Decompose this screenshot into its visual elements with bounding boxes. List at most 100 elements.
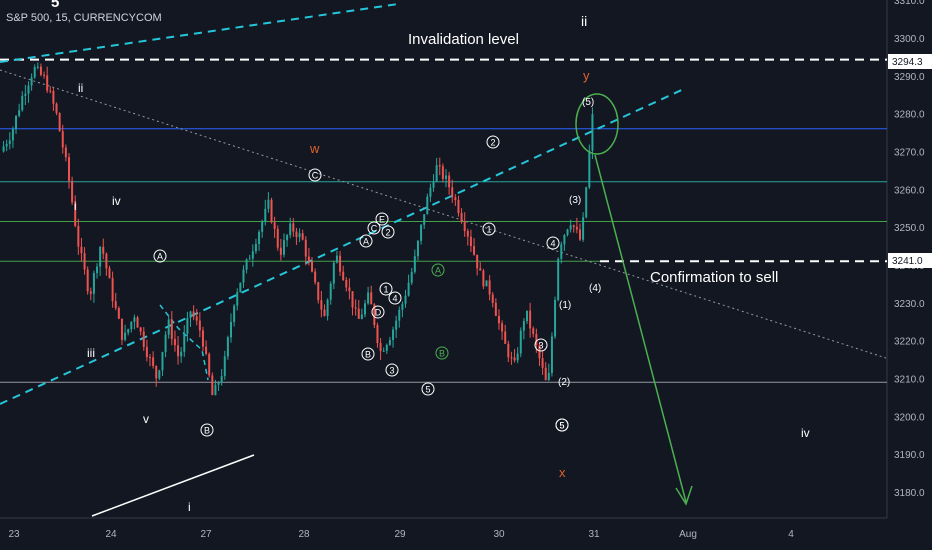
price-badge-invalidation: 3294.3 xyxy=(892,57,923,68)
candle-body xyxy=(314,271,317,283)
candle-body xyxy=(410,271,413,283)
candle-body xyxy=(2,146,5,152)
sell-projection-arrowhead xyxy=(675,485,693,506)
candle-body xyxy=(167,319,170,335)
candle-body xyxy=(27,85,30,94)
candle-body xyxy=(420,224,423,241)
circled-wave-label: B xyxy=(365,350,371,360)
circled-wave-marker xyxy=(359,234,373,248)
candle-body xyxy=(295,231,298,238)
candle-body xyxy=(466,230,469,237)
circled-wave-label: B xyxy=(204,426,210,436)
candle-body xyxy=(494,302,497,316)
candle-body xyxy=(516,353,519,361)
candle-body xyxy=(323,309,326,316)
wave-label-ii-top: ii xyxy=(581,13,587,29)
x-tick-label: 24 xyxy=(105,529,117,540)
circled-wave-marker xyxy=(435,346,449,360)
top-target-ellipse xyxy=(575,93,619,155)
circled-wave-label: 2 xyxy=(385,228,390,238)
candle-body xyxy=(398,309,401,321)
circled-wave-marker xyxy=(482,222,496,236)
candlestick-series xyxy=(2,62,594,396)
candle-body xyxy=(554,300,557,337)
x-tick-label: 28 xyxy=(298,529,310,540)
candle-body xyxy=(18,110,21,116)
candle-body xyxy=(463,221,466,231)
candle-body xyxy=(544,367,547,381)
circled-wave-marker xyxy=(385,363,399,377)
y-tick-label: 3270.0 xyxy=(894,148,925,159)
chart-symbol-title: S&P 500, 15, CURRENCYCOM xyxy=(6,12,162,24)
candle-body xyxy=(177,345,180,357)
price-badge-confirmation: 3241.0 xyxy=(892,256,923,267)
candle-body xyxy=(529,310,532,329)
candle-body xyxy=(407,282,410,296)
paren-label-4: (4) xyxy=(589,283,601,294)
candle-body xyxy=(292,223,295,232)
circled-wave-marker xyxy=(431,263,445,277)
circled-wave-label: 5 xyxy=(559,421,564,431)
candle-body xyxy=(441,166,444,179)
candle-body xyxy=(245,259,248,270)
wave-label-w: w xyxy=(309,141,320,156)
candle-body xyxy=(588,150,591,188)
candle-body xyxy=(15,115,18,130)
candle-body xyxy=(317,282,320,301)
circled-wave-marker xyxy=(361,347,375,361)
x-tick-label: Aug xyxy=(679,529,697,540)
candle-body xyxy=(99,246,102,267)
circled-wave-label: E xyxy=(379,215,385,225)
candle-body xyxy=(454,197,457,200)
candle-body xyxy=(64,147,67,158)
candle-body xyxy=(67,157,70,181)
candle-body xyxy=(267,199,270,209)
candle-body xyxy=(550,336,553,373)
candle-body xyxy=(572,225,575,227)
candle-body xyxy=(205,346,208,354)
y-tick-label: 3190.0 xyxy=(894,450,925,461)
candle-body xyxy=(145,346,148,358)
candle-body xyxy=(578,229,581,240)
circled-wave-label: C xyxy=(312,171,319,181)
candle-body xyxy=(183,333,186,352)
candle-body xyxy=(198,320,201,331)
price-axis[interactable]: 3180.03190.03200.03210.03220.03230.03240… xyxy=(886,0,925,518)
candle-body xyxy=(311,261,314,272)
candle-body xyxy=(30,77,33,86)
candle-body xyxy=(335,255,338,263)
candle-body xyxy=(370,292,373,305)
wave-label-y: y xyxy=(583,68,590,83)
price-badges: 3294.3 3241.0 xyxy=(888,54,932,268)
candle-body xyxy=(526,310,529,322)
circled-wave-label: 4 xyxy=(550,239,555,249)
candle-body xyxy=(301,233,304,240)
candle-body xyxy=(401,303,404,310)
candle-body xyxy=(339,255,342,272)
candle-body xyxy=(413,256,416,272)
candle-body xyxy=(354,307,357,309)
candle-body xyxy=(438,165,441,167)
circled-wave-marker xyxy=(546,236,560,250)
candle-body xyxy=(5,143,8,147)
candle-body xyxy=(239,282,242,293)
wave-label-v: v xyxy=(143,412,149,426)
candle-body xyxy=(547,372,550,381)
circled-wave-label: A xyxy=(157,252,163,262)
candle-body xyxy=(591,114,594,151)
candle-body xyxy=(139,327,142,332)
candle-body xyxy=(501,323,504,332)
wave-label-x: x xyxy=(559,465,566,480)
circled-wave-label: 4 xyxy=(392,294,397,304)
candle-body xyxy=(120,318,123,340)
candle-body xyxy=(161,352,164,371)
candle-body xyxy=(211,375,214,396)
candle-body xyxy=(142,331,145,347)
candle-body xyxy=(538,345,541,359)
candle-body xyxy=(46,75,49,91)
y-tick-label: 3210.0 xyxy=(894,375,925,386)
time-axis[interactable]: 23 24 27 28 29 30 31 Aug 4 xyxy=(0,517,887,540)
candle-body xyxy=(83,253,86,270)
candle-body xyxy=(233,305,236,322)
